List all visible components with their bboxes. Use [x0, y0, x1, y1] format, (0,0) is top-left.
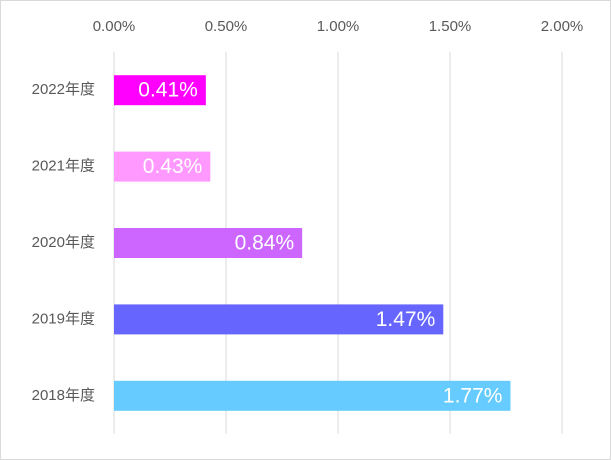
data-label: 0.84% — [235, 232, 295, 255]
x-tick-label: 2.00% — [541, 18, 584, 35]
bar — [114, 75, 206, 106]
data-label: 1.77% — [443, 384, 503, 407]
y-tick-label: 2019年度 — [32, 310, 95, 327]
x-tick-label: 0.50% — [205, 18, 248, 35]
y-tick-label: 2020年度 — [32, 234, 95, 251]
x-tick-label: 0.00% — [93, 18, 136, 35]
y-tick-label: 2022年度 — [32, 81, 95, 98]
bar — [114, 151, 211, 182]
bar — [114, 380, 511, 411]
x-tick-label: 1.00% — [317, 18, 360, 35]
data-label: 0.43% — [143, 155, 203, 178]
y-tick-label: 2021年度 — [32, 158, 95, 175]
x-tick-label: 1.50% — [429, 18, 472, 35]
bar — [114, 228, 303, 258]
bar — [114, 304, 444, 335]
y-tick-label: 2018年度 — [32, 387, 95, 404]
data-label: 1.47% — [376, 308, 436, 331]
data-label: 0.41% — [138, 79, 198, 102]
